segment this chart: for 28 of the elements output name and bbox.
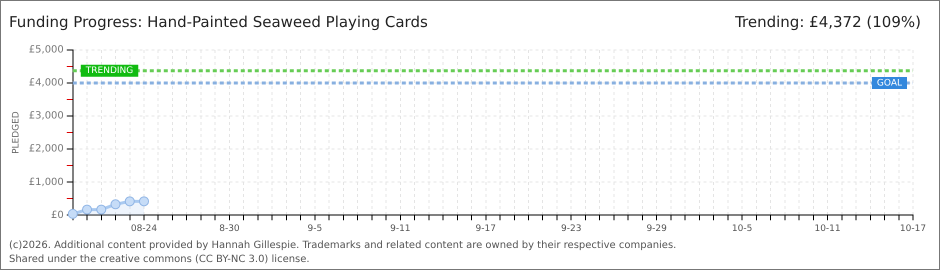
y-tick-label: £0 bbox=[51, 210, 64, 221]
x-tick-label: 8-30 bbox=[219, 224, 240, 234]
x-tick-label: 10-11 bbox=[814, 224, 841, 234]
ref-line-label: GOAL bbox=[876, 78, 902, 88]
y-axis-title: PLEDGED bbox=[12, 111, 22, 154]
point bbox=[96, 204, 106, 215]
x-tick-label: 9-23 bbox=[561, 224, 582, 234]
x-tick-label: 9-17 bbox=[476, 224, 496, 234]
point bbox=[110, 199, 121, 210]
x-tick-label: 08-24 bbox=[130, 224, 158, 234]
y-tick-label: £5,000 bbox=[28, 44, 64, 56]
x-tick-label: 9-5 bbox=[308, 224, 322, 234]
y-tick-label: £1,000 bbox=[28, 176, 64, 188]
text: (c)2026. Additional content provided by Hannah Gillespie. Trademarks and related content are owned by their respective companies. bbox=[9, 239, 676, 253]
ref-line-label: TRENDING bbox=[84, 66, 134, 76]
chart-subtitle: Trending: £4,372 (109%) bbox=[735, 13, 921, 31]
text: Shared under the creative commons (CC BY-NC 3.0) license. bbox=[9, 253, 311, 267]
point bbox=[124, 196, 135, 206]
x-tick-label: 10-5 bbox=[732, 224, 752, 234]
y-tick-label: £3,000 bbox=[28, 110, 64, 122]
y-tick-label: £4,000 bbox=[28, 78, 64, 89]
x-tick-label: 9-29 bbox=[646, 224, 668, 234]
y-tick-label: £2,000 bbox=[28, 144, 64, 155]
chart-title: Funding Progress: Hand-Painted Seaweed Playing Cards bbox=[9, 13, 428, 31]
point bbox=[82, 204, 92, 215]
point bbox=[138, 196, 149, 206]
x-tick-label: 9-11 bbox=[390, 224, 411, 234]
x-tick-label: 10-17 bbox=[900, 224, 926, 234]
